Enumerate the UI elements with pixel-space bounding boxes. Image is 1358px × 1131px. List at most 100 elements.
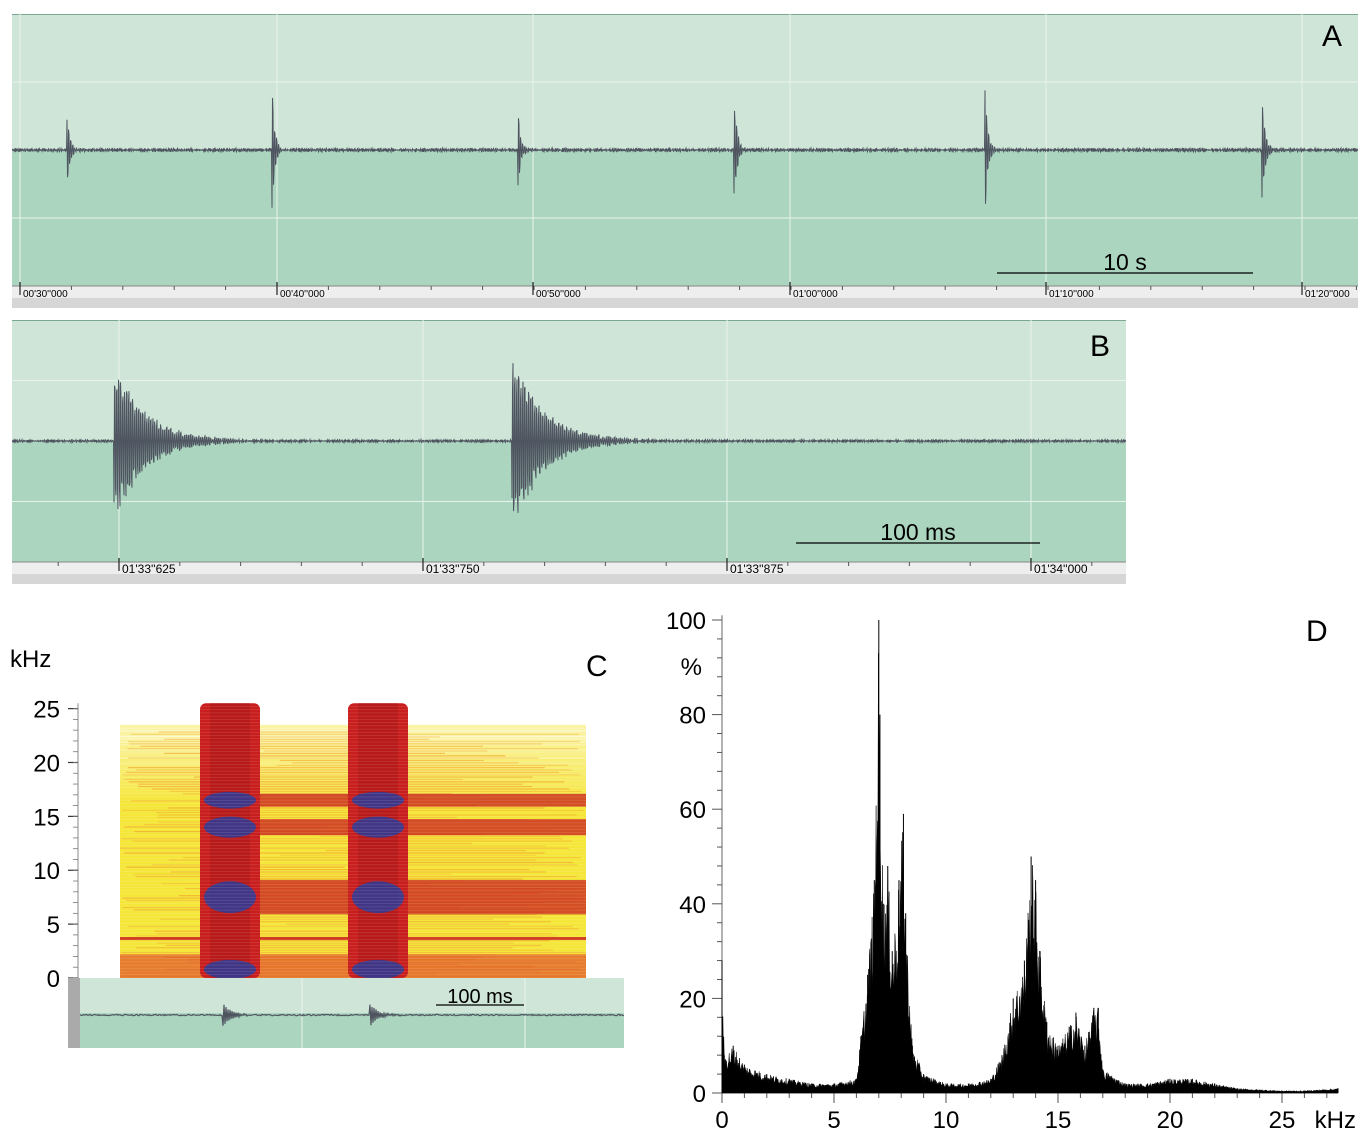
spectrogram-noise [156,942,515,944]
spectrogram-noise [133,873,452,875]
panel-b-ruler [12,562,1126,574]
panel-c-osc-bg-upper [80,978,624,1013]
panel-c-y-tick-label-4: 20 [33,750,60,777]
panel-c-y-tick-label-3: 15 [33,804,60,831]
spectrogram-noise [121,838,563,840]
spectrogram-noise [124,778,463,781]
spectrogram-noise [276,764,568,766]
panel-c-osc-trace [79,1004,625,1026]
panel-d-spectrum-area [721,653,1339,1094]
panel-b-tick-label-0: 01'33''625 [122,562,176,576]
spectrogram-noise [128,757,539,759]
panel-a-letter: A [1322,20,1343,53]
spectrogram-pulse-core-1 [358,703,398,978]
panel-c-y-tick-label-5: 25 [33,697,60,724]
spectrogram-hotspot-1-3 [352,959,404,979]
spectrogram-noise [138,783,523,785]
spectrogram-noise [138,785,532,788]
panel-a-oscillogram: 10 s 00'30''000 00'40''000 00'50''000 01'00'… [12,14,1358,308]
panel-d-x-unit: kHz [1315,1107,1356,1131]
panel-c-spectrogram-image [120,703,586,980]
spectrogram-noise [127,767,545,769]
panel-d-y-tick-label-2: 40 [679,892,706,919]
spectrogram-hotspot-1-1 [352,816,404,838]
spectrogram-noise [350,861,574,864]
spectrogram-noise [126,771,559,773]
panel-d-x-tick-label-4: 20 [1157,1107,1184,1131]
spectrogram-noise [158,731,404,733]
panel-b-oscillogram: 100 ms 01'33''625 01'33''750 01'33''875 01'3… [12,320,1126,584]
panel-a-tick-label-1: 00'40''000 [280,289,325,300]
panel-a-tick-label-3: 01'00''000 [793,289,838,300]
spectrogram-pulse-core-0 [210,703,250,978]
spectrogram-hotspot-1-2 [352,791,404,809]
panel-c-osc-bg-lower [80,1013,624,1048]
panel-a-tick-label-0: 00'30''000 [23,289,68,300]
spectrogram-noise [124,852,545,854]
panel-d-y-tick-label-1: 20 [679,986,706,1013]
panel-d-x-tick-label-1: 5 [827,1107,840,1131]
panel-c: kHz 0 5 10 15 20 25 100 ms C [0,600,640,1060]
spectrogram-noise [182,793,452,795]
spectrogram-hotspot-0-1 [204,816,256,838]
panel-a: 10 s 00'30''000 00'40''000 00'50''000 01'00'… [12,14,1358,311]
spectrogram-noise [154,930,401,932]
spectrogram-noise [376,928,580,930]
spectrogram-noise [156,816,457,819]
panel-d-y-tick-label-4: 80 [679,703,706,730]
spectrogram-noise [351,845,546,847]
panel-b-ruler-bar [12,574,1126,584]
spectrogram-noise [129,743,543,745]
spectrogram-hotspot-1-0 [352,881,404,914]
spectrogram-noise [345,913,536,916]
panel-b-tick-label-3: 01'34''000 [1034,562,1088,576]
spectrogram-noise [160,918,494,920]
spectrogram-noise [211,736,440,738]
panel-c-y-unit: kHz [10,646,51,673]
panel-b-scale-label: 100 ms [880,519,955,545]
panel-d-x-tick-label-0: 0 [715,1107,728,1131]
spectrogram-noise [134,935,559,937]
spectrogram-noise [325,849,527,852]
panel-d-x-tick-label-2: 10 [933,1107,960,1131]
panel-b: 100 ms 01'33''625 01'33''750 01'33''875 01'3… [12,320,1126,596]
panel-b-tick-label-2: 01'33''875 [730,562,784,576]
panel-a-tick-label-2: 00'50''000 [536,289,581,300]
spectrogram-noise [120,847,569,849]
spectrogram-noise [319,835,560,837]
panel-c-handle [68,978,80,1048]
panel-d-y-tick-label-0: 0 [693,1081,706,1108]
spectrogram-noise [136,947,513,949]
panel-d: 0 20 40 60 80 100% 0 5 10 15 20 25 kHz D [650,600,1358,1131]
panel-a-scale-label: 10 s [1103,249,1146,275]
panel-b-tick-label-1: 01'33''750 [426,562,480,576]
panel-c-letter: C [586,650,608,683]
panel-d-spectrum: 0 20 40 60 80 100% 0 5 10 15 20 25 kHz [666,608,1356,1131]
panel-c-y-tick-label-1: 5 [47,912,60,939]
spectrogram-noise [140,745,483,747]
panel-c-spectrogram: kHz 0 5 10 15 20 25 100 ms [10,646,625,1048]
panel-c-y-tick-label-0: 0 [47,966,60,993]
panel-a-tick-label-4: 01'10''000 [1049,289,1094,300]
spectrogram-hotspot-0-0 [204,881,256,914]
panel-d-x-tick-label-5: 25 [1269,1107,1296,1131]
spectrogram-noise [164,752,445,754]
panel-d-x-tick-label-3: 15 [1045,1107,1072,1131]
spectrogram-noise [128,781,565,783]
panel-a-ruler [12,286,1358,298]
panel-b-trace [12,363,1126,513]
spectrogram-hotspot-0-3 [204,959,256,979]
spectrogram-noise [156,812,389,814]
panel-d-y-unit: % [681,654,702,681]
panel-a-trace [12,90,1358,208]
panel-d-y-tick-label-5: 100 [666,608,706,635]
panel-a-tick-label-5: 01'20''000 [1305,289,1350,300]
panel-c-scale-label: 100 ms [447,986,513,1008]
panel-b-letter: B [1090,330,1111,363]
panel-c-y-tick-label-2: 10 [33,858,60,885]
spectrogram-hotspot-0-2 [204,791,256,809]
panel-d-y-tick-label-3: 60 [679,797,706,824]
panel-d-letter: D [1306,615,1328,648]
spectrogram-noise [164,738,430,740]
panel-a-ruler-bar [12,298,1358,308]
